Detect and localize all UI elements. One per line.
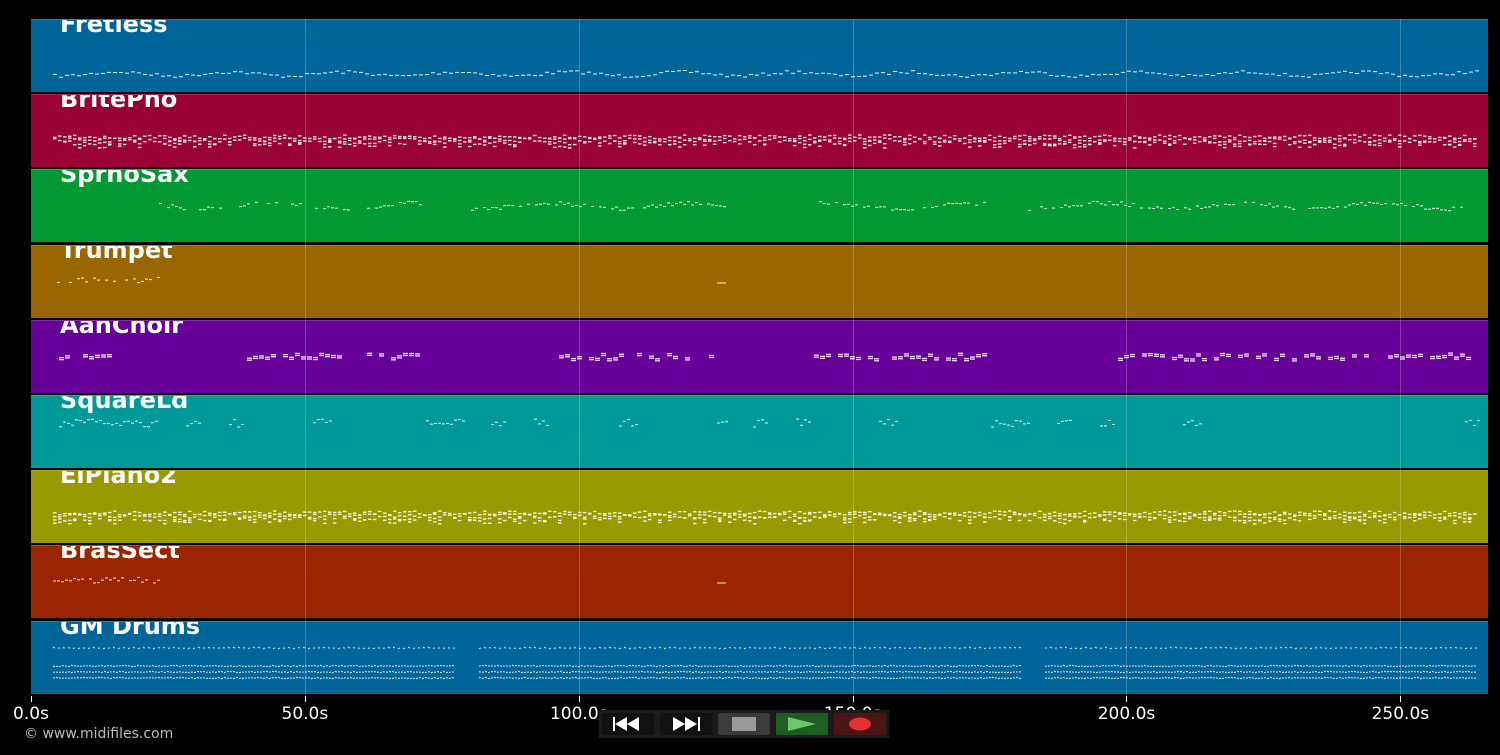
- track-name: Fretless: [60, 19, 168, 38]
- note-roll: [52, 646, 1477, 680]
- track-name: Trumpet: [60, 244, 173, 264]
- track-lane-trumpet[interactable]: Trumpet: [31, 244, 1488, 318]
- note-roll: [53, 510, 1477, 525]
- rewind-button[interactable]: [599, 710, 657, 738]
- track-name: SquareLd: [60, 395, 189, 414]
- note-roll: [59, 352, 1471, 362]
- tick-mark: [852, 696, 854, 702]
- track-lane-aahchoir[interactable]: AahChoir: [31, 319, 1488, 393]
- record-icon: [849, 717, 871, 731]
- note-roll: [53, 577, 726, 584]
- track-lane-fretless[interactable]: Fretless: [31, 19, 1488, 92]
- transport-controls: [599, 710, 889, 738]
- track-lane-squareld[interactable]: SquareLd: [31, 395, 1488, 468]
- note-roll: [53, 134, 1477, 149]
- play-icon: [788, 717, 816, 731]
- track-name: ElPiano2: [60, 470, 177, 490]
- stop-icon: [732, 717, 756, 731]
- tick-label: 50.0s: [281, 704, 329, 724]
- tick-label: 200.0s: [1097, 704, 1156, 724]
- track-lane-sprnosax[interactable]: SprnoSax: [31, 169, 1488, 243]
- track-name: GM Drums: [60, 620, 201, 640]
- track-lane-brassect[interactable]: BrasSect: [31, 545, 1488, 619]
- track-name: AahChoir: [60, 319, 184, 339]
- note-roll: [57, 276, 726, 284]
- tick-mark: [304, 696, 306, 702]
- note-roll: [53, 70, 1479, 78]
- rewind-icon: [613, 717, 639, 731]
- track-name: BrasSect: [60, 545, 180, 565]
- note-roll: [59, 418, 1480, 428]
- fast-forward-button[interactable]: [657, 710, 715, 738]
- track-list: Fretless BritePno SprnoSax Trumpet AahChoir S…: [31, 19, 1488, 696]
- stop-button[interactable]: [715, 710, 773, 738]
- track-lane-gm-drums[interactable]: GM Drums: [31, 620, 1488, 694]
- track-lane-britepno[interactable]: BritePno: [31, 94, 1488, 168]
- tick-mark: [1126, 696, 1128, 702]
- record-button[interactable]: [831, 710, 889, 738]
- tick-label: 0.0s: [13, 704, 49, 724]
- track-lane-elpiano2[interactable]: ElPiano2: [31, 470, 1488, 544]
- tick-mark: [578, 696, 580, 702]
- copyright-text: © www.midifiles.com: [24, 726, 174, 742]
- tick-label: 250.0s: [1371, 704, 1430, 724]
- tick-label: 100.0s: [549, 704, 608, 724]
- fast-forward-icon: [673, 717, 700, 731]
- tick-mark: [31, 696, 32, 702]
- track-name: BritePno: [60, 94, 178, 114]
- tick-mark: [1400, 696, 1402, 702]
- track-name: SprnoSax: [60, 169, 189, 189]
- note-roll: [159, 201, 1463, 212]
- play-button[interactable]: [773, 710, 831, 738]
